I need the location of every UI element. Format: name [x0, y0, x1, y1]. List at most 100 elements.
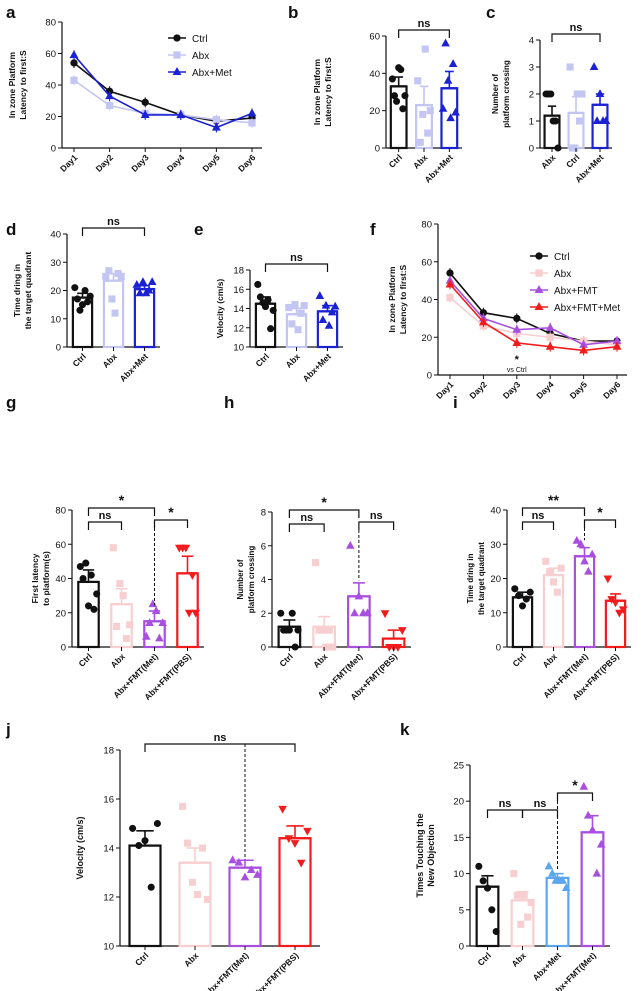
- data-point: [546, 568, 554, 576]
- bracket-line: [583, 519, 617, 528]
- data-point: [108, 295, 116, 303]
- bar: [542, 573, 565, 649]
- data-point: [296, 859, 306, 868]
- bracket-line: [521, 507, 586, 516]
- data-point: [517, 920, 525, 928]
- data-point: [475, 862, 483, 870]
- data-point: [557, 564, 565, 572]
- data-point: [145, 618, 154, 626]
- y-tick-label: 10: [103, 942, 114, 953]
- annotation-star: *: [515, 354, 520, 366]
- y-axis-label-line: to platform(s): [41, 551, 51, 606]
- legend-marker: [534, 285, 544, 294]
- data-point: [228, 855, 237, 864]
- series-Abx: [446, 292, 621, 350]
- y-axis-label-line: Time dring in: [466, 553, 475, 603]
- y-tick-label: 30: [50, 258, 61, 269]
- series-line: [449, 297, 618, 346]
- y-tick-label: 16: [233, 285, 244, 296]
- data-point: [141, 98, 149, 106]
- data-point: [397, 66, 405, 74]
- data-point: [315, 291, 325, 299]
- y-tick-label: 14: [233, 304, 244, 315]
- panel-f: f 0 20 40 60 80 In zone PlatformLatency to fir…: [370, 220, 627, 401]
- significance-label: *: [572, 777, 578, 793]
- y-tick-label: 20: [55, 608, 66, 619]
- panel-letter: a: [6, 3, 16, 22]
- data-point: [90, 605, 98, 613]
- legend-label: Ctrl: [192, 34, 208, 45]
- y-tick-label: 3: [529, 63, 534, 74]
- series-line: [449, 280, 618, 346]
- data-point: [522, 595, 530, 603]
- data-point: [76, 562, 84, 571]
- bar: [133, 287, 156, 349]
- y-tick-label: 60: [421, 257, 432, 268]
- x-tick-label: Day5: [200, 152, 222, 174]
- data-point: [105, 91, 114, 100]
- y-tick-label: 2: [261, 609, 266, 620]
- data-point: [113, 622, 121, 630]
- data-point: [144, 285, 154, 294]
- y-tick-label: 1: [529, 117, 534, 128]
- x-tick-label: Day6: [236, 152, 258, 174]
- data-point: [584, 566, 593, 575]
- bar: [316, 310, 339, 349]
- data-point: [184, 839, 192, 847]
- y-tick-label: 20: [369, 106, 380, 117]
- y-axis-label-line: New Objection: [426, 824, 436, 887]
- significance-label: ns: [499, 798, 512, 810]
- y-tick-label: 40: [421, 295, 432, 306]
- y-tick-label: 0: [459, 942, 464, 953]
- data-point: [135, 288, 145, 297]
- y-axis-label-line: Time dring in: [12, 264, 22, 317]
- data-point: [479, 317, 488, 326]
- data-point: [380, 610, 390, 619]
- data-point: [253, 870, 262, 878]
- y-tick-label: 60: [369, 32, 380, 43]
- data-point: [547, 90, 555, 98]
- data-point: [116, 580, 124, 588]
- significance-label: ns: [99, 510, 112, 522]
- y-axis-label-line: platform crossing: [502, 60, 511, 128]
- data-point: [129, 824, 137, 832]
- annotation-label: vs Ctrl: [507, 367, 527, 374]
- x-tick-label: Abx+Met: [301, 351, 333, 383]
- data-point: [181, 544, 191, 553]
- y-axis-label-line: Times Touching the: [415, 813, 425, 897]
- data-point: [254, 280, 262, 288]
- y-axis-label-line: Number of: [236, 559, 245, 599]
- significance-label: ns: [370, 510, 383, 522]
- bracket-line: [551, 33, 601, 42]
- x-tick-label: Ctrl: [277, 651, 294, 668]
- data-point: [479, 877, 487, 885]
- data-point: [513, 314, 521, 323]
- x-tick-label: Ctrl: [387, 152, 404, 169]
- data-point: [576, 117, 584, 125]
- y-axis-label-line: In zone Platform: [7, 52, 17, 119]
- y-tick-label: 16: [103, 795, 114, 806]
- bracket-line: [358, 521, 395, 530]
- significance-label: **: [548, 492, 559, 508]
- data-point: [549, 578, 558, 586]
- bracket-line: [521, 521, 555, 530]
- data-point: [321, 300, 331, 309]
- y-tick-label: 4: [261, 575, 266, 586]
- x-tick-label: Abx: [509, 950, 528, 969]
- y-tick-label: 0: [375, 144, 380, 155]
- data-point: [247, 108, 257, 117]
- data-point: [188, 878, 197, 886]
- y-axis-label: Velocity (cm/s): [75, 816, 85, 879]
- panel-g: g 0 20 40 60 80 First latencyto platform(s) Ctr…: [6, 393, 204, 702]
- significance-label: *: [168, 504, 174, 520]
- data-point: [518, 602, 527, 610]
- y-axis-label-line: platform crossing: [247, 546, 256, 614]
- bar-group-Ctrl: [388, 64, 409, 150]
- y-axis-label-line: Latency to first:S: [323, 57, 333, 127]
- panel-letter: j: [5, 720, 11, 739]
- y-axis-label: Number of platform crossing: [491, 60, 511, 128]
- bracket-line: [288, 523, 325, 532]
- x-tick-label: Ctrl: [70, 351, 87, 368]
- y-axis-label-line: Latency to first:S: [18, 50, 28, 120]
